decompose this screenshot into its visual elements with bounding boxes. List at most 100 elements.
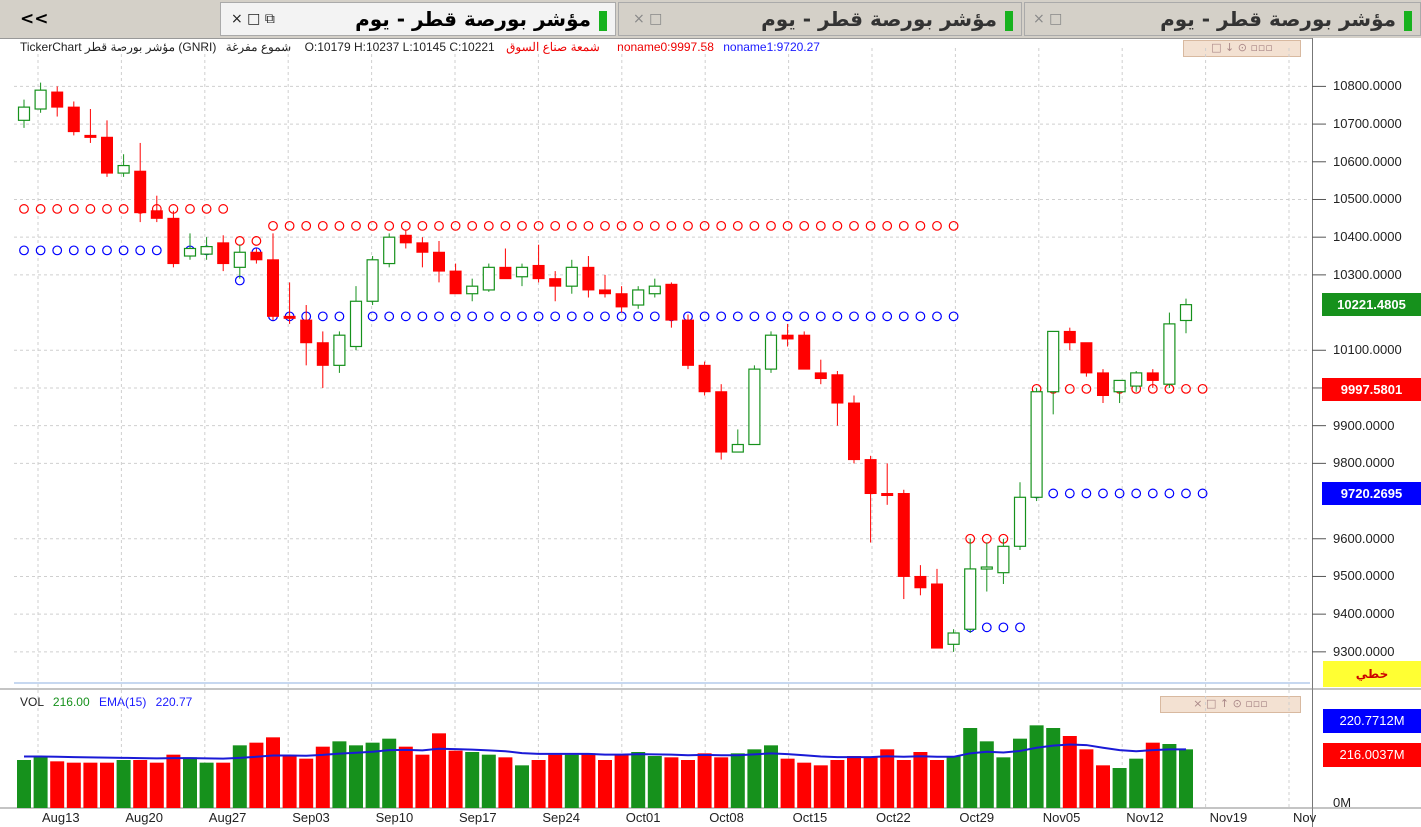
candle-body bbox=[499, 266, 512, 280]
volume-bar bbox=[116, 760, 131, 808]
candle-body bbox=[366, 259, 379, 302]
noname1-marker bbox=[1164, 488, 1175, 499]
volume-bar bbox=[183, 757, 197, 808]
noname0-marker bbox=[201, 204, 212, 214]
noname0-marker bbox=[849, 220, 859, 231]
volume-bar bbox=[465, 752, 480, 808]
candle-body bbox=[316, 342, 329, 366]
volume-bar bbox=[564, 754, 579, 808]
linear-scale-button[interactable]: خطي bbox=[1323, 661, 1421, 687]
noname1-marker bbox=[1197, 488, 1208, 499]
noname1-marker bbox=[1181, 488, 1191, 499]
candle-body bbox=[1146, 372, 1159, 381]
date-tick-label: Nov05 bbox=[1042, 810, 1081, 825]
volume-bar bbox=[266, 737, 280, 808]
tab-title: مؤشر بورصة قطر - يوم bbox=[761, 7, 997, 31]
tab-chart-1[interactable]: × □ ⧉ مؤشر بورصة قطر - يوم bbox=[220, 2, 616, 36]
price-tick-label: 10300.0000 bbox=[1333, 266, 1402, 282]
candle-body bbox=[648, 285, 661, 295]
tab-chart-2[interactable]: × □ مؤشر بورصة قطر - يوم bbox=[618, 2, 1022, 36]
price-tick-label: 10400.0000 bbox=[1333, 229, 1402, 245]
date-tick-label: Sep10 bbox=[375, 810, 414, 825]
candle-body bbox=[449, 270, 462, 295]
noname1-marker bbox=[550, 311, 561, 322]
noname0-marker bbox=[301, 220, 312, 231]
noname1-marker bbox=[782, 311, 793, 322]
candle-body bbox=[300, 319, 313, 344]
noname1-marker bbox=[400, 311, 411, 322]
noname0-marker bbox=[699, 220, 710, 231]
volume-bar bbox=[946, 756, 961, 808]
noname0-marker bbox=[600, 220, 610, 231]
candle-body bbox=[532, 264, 545, 280]
noname1-marker bbox=[1147, 488, 1158, 499]
candle-body bbox=[1080, 342, 1093, 374]
noname0-marker bbox=[882, 220, 893, 231]
candle-body bbox=[134, 170, 147, 214]
volume-zero-label: 0M bbox=[1333, 795, 1352, 810]
candle-body bbox=[1030, 391, 1043, 498]
collapse-button[interactable]: << bbox=[20, 9, 49, 29]
chart-type-label: شموع مفرغة bbox=[225, 40, 292, 54]
noname1-marker bbox=[483, 311, 494, 322]
volume-bar bbox=[216, 762, 231, 808]
noname1-marker bbox=[1015, 622, 1025, 633]
volume-bar bbox=[1046, 728, 1061, 808]
noname0-marker bbox=[317, 220, 328, 231]
noname0-marker bbox=[68, 204, 79, 214]
candle-body bbox=[980, 566, 993, 570]
volume-bar bbox=[780, 758, 795, 808]
candle-body bbox=[167, 217, 180, 265]
noname0-marker bbox=[218, 204, 229, 214]
noname0-marker bbox=[185, 204, 195, 214]
tab-controls[interactable]: × □ bbox=[633, 11, 663, 27]
volume-bar bbox=[747, 749, 762, 808]
noname0-marker bbox=[683, 220, 693, 231]
price-tick-label: 9400.0000 bbox=[1333, 606, 1395, 622]
noname1-marker bbox=[1098, 488, 1108, 499]
noname1-marker bbox=[467, 311, 478, 322]
noname0-marker bbox=[1197, 383, 1208, 394]
volume-bar bbox=[1129, 758, 1144, 808]
noname0-marker bbox=[832, 220, 843, 231]
noname0-marker bbox=[102, 204, 112, 214]
noname0-marker bbox=[251, 236, 262, 246]
noname0-marker bbox=[351, 220, 361, 231]
volume-bar bbox=[830, 760, 845, 808]
price-tick-label: 9300.0000 bbox=[1333, 643, 1395, 659]
volume-pane-controls[interactable]: × □ ↑ ⊙ ▫▫▫ bbox=[1160, 696, 1301, 713]
noname1-marker bbox=[517, 311, 527, 322]
volume-bar bbox=[979, 741, 994, 808]
tab-chart-3[interactable]: × □ مؤشر بورصة قطر - يوم bbox=[1024, 2, 1421, 36]
candle-body bbox=[1063, 330, 1076, 344]
volume-bar bbox=[614, 754, 629, 808]
volume-info-bar: VOL 216.00 EMA(15) 220.77 bbox=[20, 695, 192, 709]
candle-body bbox=[931, 583, 943, 649]
tab-controls[interactable]: × □ bbox=[1033, 11, 1063, 27]
volume-bar bbox=[66, 762, 81, 808]
candle-body bbox=[1179, 304, 1193, 322]
volume-bar bbox=[232, 745, 247, 808]
date-tick-label: Nov19 bbox=[1209, 810, 1248, 825]
noname0-marker bbox=[517, 220, 527, 231]
indicator-label: شمعة صناع السوق bbox=[506, 40, 600, 54]
noname0-marker bbox=[1064, 383, 1075, 394]
volume-bar bbox=[531, 760, 546, 808]
volume-bar bbox=[282, 756, 297, 808]
noname1-marker bbox=[1048, 488, 1059, 499]
candle-body bbox=[781, 334, 794, 340]
tab-controls[interactable]: × □ ⧉ bbox=[231, 11, 275, 27]
candle-body bbox=[1013, 496, 1027, 547]
noname1-marker bbox=[799, 311, 810, 322]
noname1-marker bbox=[749, 311, 760, 322]
price-pane-controls[interactable]: □ ↓ ⊙ ▫▫▫ bbox=[1183, 40, 1301, 57]
noname0-marker bbox=[732, 220, 743, 231]
date-tick-label: Nov12 bbox=[1126, 810, 1164, 825]
candle-body bbox=[1047, 330, 1060, 393]
noname1-marker bbox=[52, 245, 63, 256]
volume-bar bbox=[149, 762, 164, 808]
volume-bar bbox=[598, 760, 612, 808]
chart-info-bar: TickerChart مؤشر بورصة قطر (GNRI) شموع م… bbox=[20, 40, 820, 54]
noname1-marker bbox=[1064, 488, 1075, 499]
